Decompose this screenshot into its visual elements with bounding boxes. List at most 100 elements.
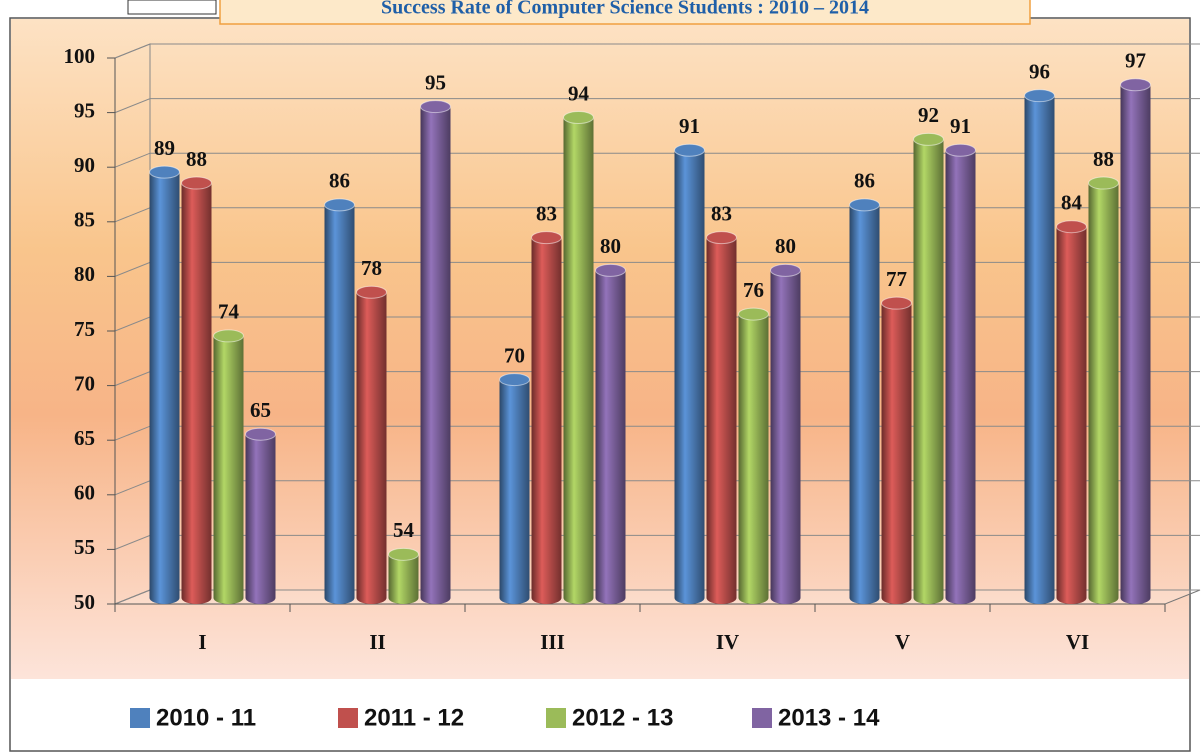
bar-top [245,427,276,441]
data-label: 83 [536,201,557,225]
bar [849,204,880,598]
bar-top [1024,89,1055,103]
bar [245,434,276,598]
bar [770,270,801,598]
data-label: 65 [250,398,271,422]
bar-top [1088,176,1119,190]
grid-line [114,152,1200,168]
y-tick-label: 100 [64,44,96,68]
y-tick-label: 80 [74,262,95,286]
grid-line [114,98,1200,114]
bar [356,292,387,598]
data-label: 91 [679,114,700,138]
legend-swatch [546,708,566,728]
y-tick-label: 75 [74,317,95,341]
bar-top [563,111,594,125]
data-label: 97 [1125,49,1146,73]
bar [420,106,451,598]
x-tick-label: II [369,630,385,654]
bar-top [674,143,705,157]
bar [881,303,912,598]
x-tick-label: I [198,630,206,654]
bar [1088,183,1119,599]
x-tick-label: III [540,630,565,654]
chart-title: Success Rate of Computer Science Student… [381,0,869,19]
data-label: 78 [361,256,382,280]
bar-top [913,132,944,146]
data-label: 54 [393,518,415,542]
bar-top [706,231,737,245]
bar [913,139,944,599]
data-label: 94 [568,81,590,105]
bar-top [213,329,244,343]
data-label: 76 [743,278,764,302]
bar [181,183,212,599]
bar-top [881,296,912,310]
data-label: 84 [1061,191,1083,215]
bar-top [181,176,212,190]
y-tick-label: 70 [74,371,95,395]
data-label: 88 [1093,147,1114,171]
bar-top [388,547,419,561]
data-label: 89 [154,136,175,160]
data-label: 80 [775,234,796,258]
bar-top [324,198,355,212]
bar-top [499,373,530,387]
data-label: 92 [918,103,939,127]
x-tick-label: IV [716,630,739,654]
bar [1024,95,1055,599]
bar [595,270,626,598]
bar-top [149,165,180,179]
data-label: 83 [711,201,732,225]
bar [213,335,244,598]
y-tick-label: 55 [74,535,95,559]
bar [1120,84,1151,598]
data-label: 86 [854,169,875,193]
bar-top [356,285,387,299]
data-label: 74 [218,300,240,324]
bar-top [738,307,769,321]
bar [324,204,355,598]
header-box [127,0,217,15]
y-tick-label: 50 [74,590,95,614]
data-label: 91 [950,114,971,138]
bar-top [1120,78,1151,92]
y-tick-label: 85 [74,208,95,232]
y-tick-label: 65 [74,426,95,450]
title-box [219,0,1031,25]
legend-swatch [752,708,772,728]
bar-top [1056,220,1087,234]
legend-swatch [130,708,150,728]
bar [149,172,180,598]
data-label: 80 [600,234,621,258]
data-label: 88 [186,147,207,171]
bar [531,237,562,598]
y-tick-label: 60 [74,481,95,505]
bar [674,150,705,598]
bar [706,237,737,598]
grid-line [114,43,1200,59]
bar [1056,226,1087,598]
data-label: 77 [886,267,907,291]
x-tick-label: V [895,630,910,654]
bar-top [595,263,626,277]
legend-label: 2012 - 13 [572,704,673,731]
bar [388,554,419,598]
data-label: 86 [329,169,350,193]
bar-top [420,100,451,114]
bar [738,314,769,598]
bar [563,117,594,599]
data-label: 70 [504,343,525,367]
legend-swatch [338,708,358,728]
bar [945,150,976,598]
data-label: 95 [425,70,446,94]
y-tick-label: 95 [74,98,95,122]
data-label: 96 [1029,59,1050,83]
x-tick-label: VI [1066,630,1089,654]
bar-top [849,198,880,212]
bar-top [770,263,801,277]
bar-top [531,231,562,245]
legend-label: 2011 - 12 [364,704,464,731]
bar [499,379,530,598]
